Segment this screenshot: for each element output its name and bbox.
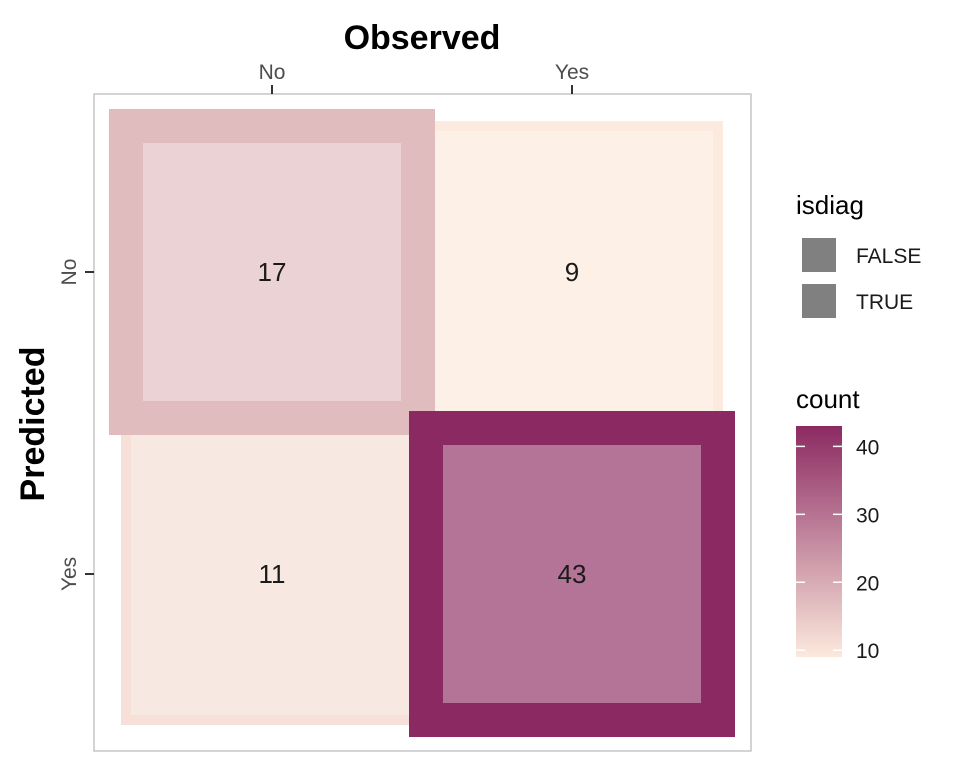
cell-outer-yes-yes bbox=[409, 411, 735, 737]
legend-isdiag-label: FALSE bbox=[856, 245, 921, 268]
legend-count-colorbar bbox=[796, 426, 842, 657]
legend-isdiag-title: isdiag bbox=[796, 190, 864, 220]
legend-count: count 10 20 30 40 bbox=[796, 384, 879, 663]
cell-count-label: 17 bbox=[258, 257, 287, 287]
y-tick-label: Yes bbox=[58, 557, 81, 591]
legend-count-tick-label: 40 bbox=[856, 436, 879, 459]
cells-layer: 9 11 17 43 bbox=[109, 109, 735, 737]
legend-isdiag-label: TRUE bbox=[856, 291, 913, 314]
cell-inner-yes-yes bbox=[443, 445, 701, 703]
legend-count-tick-label: 10 bbox=[856, 640, 879, 663]
cell-inner-yes-no bbox=[131, 433, 413, 715]
cell-outer-no-no bbox=[109, 109, 435, 435]
legend-count-tick-label: 30 bbox=[856, 504, 879, 527]
cell-count-label: 43 bbox=[558, 559, 587, 589]
legend-count-tick-label: 20 bbox=[856, 572, 879, 595]
cell-inner-no-no bbox=[143, 143, 401, 401]
legend-isdiag-key bbox=[802, 284, 836, 318]
cell-outer-yes-no bbox=[121, 423, 423, 725]
legend-count-title: count bbox=[796, 384, 860, 414]
x-axis-title: Observed bbox=[344, 19, 501, 57]
legend-isdiag: isdiag FALSE TRUE bbox=[796, 190, 921, 318]
y-tick-label: No bbox=[58, 259, 81, 286]
y-axis-title: Predicted bbox=[14, 347, 52, 502]
x-tick-label: No bbox=[259, 61, 286, 84]
cell-outer-no-yes bbox=[421, 121, 723, 423]
axes-layer: No Yes No Yes bbox=[58, 61, 589, 591]
cell-inner-no-yes bbox=[431, 131, 713, 413]
legend-isdiag-key bbox=[802, 238, 836, 272]
x-tick-label: Yes bbox=[555, 61, 589, 84]
cell-count-label: 11 bbox=[259, 559, 286, 589]
cell-count-label: 9 bbox=[565, 257, 579, 287]
